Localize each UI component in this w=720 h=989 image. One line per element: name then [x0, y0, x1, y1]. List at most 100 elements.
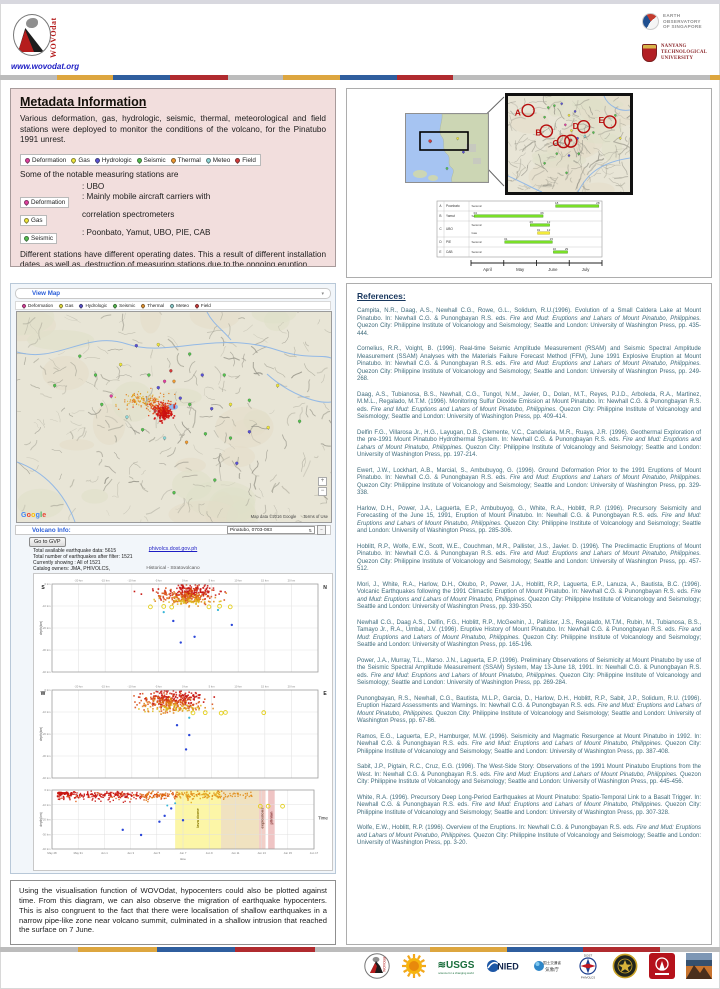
legend-item-seismic[interactable]: Seismic — [112, 302, 135, 309]
wovodat-logo-circle — [13, 14, 51, 56]
legend-label: Gas — [65, 303, 74, 308]
svg-text:UBO: UBO — [446, 227, 453, 231]
station-pins[interactable] — [53, 342, 302, 495]
wovodat-url-link[interactable]: www.wovodat.org — [11, 62, 80, 71]
philippines-mini-map — [405, 113, 489, 183]
wovodat-logo: WOVOdat — [13, 10, 61, 60]
legend-item-field[interactable]: Field — [194, 302, 211, 309]
bar-segment-gray — [660, 947, 720, 952]
svg-text:Poonbato: Poonbato — [446, 204, 460, 208]
svg-text:20 km: 20 km — [288, 685, 296, 689]
svg-text:Jun 3: Jun 3 — [127, 851, 134, 855]
seismic-pin-icon — [112, 302, 119, 309]
phivolcs-link[interactable]: phivolcs.dost.gov.ph — [148, 546, 198, 552]
legend-item-thermal[interactable]: Thermal — [140, 302, 164, 309]
svg-text:-20 km: -20 km — [42, 732, 51, 736]
svg-text:depth(km): depth(km) — [39, 812, 43, 826]
legend-item-meteo[interactable]: Meteo — [169, 302, 189, 309]
legend-label: Meteo — [212, 156, 231, 164]
gas-pin-icon — [70, 156, 78, 164]
svg-text:15 km: 15 km — [261, 685, 269, 689]
svg-text:C: C — [553, 138, 559, 148]
legend-label: Hydrologic — [85, 303, 108, 308]
notable-stations-list: : UBO Deformation: Mainly mobile aircraft… — [20, 182, 326, 246]
svg-text:-20 km: -20 km — [74, 579, 83, 583]
chevron-down-icon[interactable]: ▾ — [321, 290, 324, 297]
inset-station-markers: A B C D E — [515, 103, 617, 149]
logo-wovodat: WOVOdat — [364, 952, 390, 984]
svg-text:E: E — [598, 115, 604, 125]
metadata-title: Metadata Information — [20, 95, 147, 109]
legend-label: Deformation — [28, 303, 54, 308]
zoom-in-button[interactable]: + — [318, 477, 327, 486]
bar-segment-red — [170, 75, 228, 80]
references-list: Campita, N.R., Daag, A.S., Newhall C.G.,… — [357, 308, 701, 848]
svg-text:29: 29 — [565, 247, 569, 251]
bar-segment-orange — [710, 75, 720, 80]
svg-text:-30 km: -30 km — [42, 754, 51, 758]
logo-sunburst — [401, 953, 427, 984]
station-type-chip-seismic: Seismic — [20, 232, 58, 244]
reference-item: Wolfe, E.W., Hoblitt, R.P. (1996). Overv… — [357, 825, 701, 846]
reference-item: Power, J.A., Murray, T.L., Marso. J.N., … — [357, 657, 702, 687]
volcano-select[interactable]: Pinatubo, 0703-083 ⇅ — [227, 526, 315, 534]
volcano-map[interactable]: Google Map data ©2016 Google Terms of Us… — [16, 311, 332, 523]
legend-item-gas: Gas — [70, 156, 90, 164]
svg-text:04: 04 — [474, 211, 478, 215]
svg-text:plinian: plinian — [268, 811, 273, 824]
volcano-subtitle: Historical - Stratovolcano — [146, 566, 200, 572]
goto-gvp-button[interactable]: Go to GVP — [29, 537, 66, 547]
logo-jma: 国土交通省 気象庁 — [532, 952, 564, 984]
pinatubo-inset-map: A B C D E — [496, 89, 643, 201]
volcano-info-bar: Volcano Info: Pinatubo, 0703-083 ⇅ − — [15, 525, 331, 535]
legend-item-deformation[interactable]: Deformation — [21, 302, 54, 309]
legend-item-hydrologic[interactable]: Hydrologic — [78, 302, 108, 309]
legend-label: Field — [242, 156, 256, 164]
deformation-pin-icon — [21, 302, 27, 309]
svg-text:NIED: NIED — [497, 961, 519, 971]
svg-text:June: June — [548, 267, 558, 272]
logo-phivolcs: DOST PHIVOLCS — [575, 952, 601, 984]
reference-item: Punongbayan, R.S., Newhall, C.G., Bautis… — [357, 695, 701, 725]
map-attribution: Map data ©2016 Google — [250, 514, 297, 519]
stations-intro: Some of the notable measuring stations a… — [20, 170, 179, 179]
svg-text:Seismic: Seismic — [472, 240, 483, 244]
svg-text:5 km: 5 km — [209, 685, 216, 689]
bar-segment-blue — [340, 75, 397, 80]
svg-text:-20 km: -20 km — [42, 626, 51, 630]
divider-bar-bottom — [0, 947, 720, 952]
reference-item: Ewert, J.W., Lockhart, A.B., Marcial, S.… — [357, 467, 701, 497]
collapse-button[interactable]: − — [317, 525, 326, 535]
terms-link[interactable]: Terms of Use — [303, 514, 328, 519]
reference-item: White, R.A. (1996). Precursory Deep Long… — [357, 794, 701, 816]
meteo-pin-icon — [169, 302, 175, 309]
svg-text:Jun 9: Jun 9 — [206, 851, 213, 855]
legend-item-gas[interactable]: Gas — [58, 302, 74, 309]
legend-item-hydrologic: Hydrologic — [93, 156, 132, 164]
svg-text:10 km: 10 km — [234, 579, 242, 583]
svg-text:01: 01 — [504, 237, 508, 241]
bar-segment-orange — [78, 947, 157, 952]
svg-text:-10 km: -10 km — [42, 604, 51, 608]
reference-item: Campita, N.R., Daag, A.S., Newhall C.G.,… — [357, 308, 701, 337]
svg-text:May 28: May 28 — [47, 851, 57, 855]
zoom-out-button[interactable]: − — [318, 487, 327, 496]
eos-swirl-icon — [642, 13, 659, 31]
legend-item-thermal: Thermal — [169, 156, 201, 164]
logo-red-emblem — [649, 952, 675, 984]
svg-text:April: April — [483, 267, 492, 272]
station-line: Gas correlation spectrometers — [20, 210, 326, 228]
svg-text:0 km: 0 km — [182, 579, 189, 583]
stat-line: Currently showing : All of 1521 — [33, 560, 101, 566]
svg-text:DOST: DOST — [584, 953, 593, 957]
stepper-icon: ⇅ — [308, 527, 312, 533]
svg-text:July: July — [582, 267, 590, 272]
svg-text:0 km: 0 km — [44, 688, 51, 692]
legend-label: Deformation — [32, 156, 67, 164]
bar-segment-gray — [315, 947, 430, 952]
bar-segment-red — [397, 75, 453, 80]
svg-text:Jun 7: Jun 7 — [180, 851, 187, 855]
svg-text:explosions: explosions — [259, 807, 264, 829]
svg-text:-5 km: -5 km — [155, 685, 163, 689]
